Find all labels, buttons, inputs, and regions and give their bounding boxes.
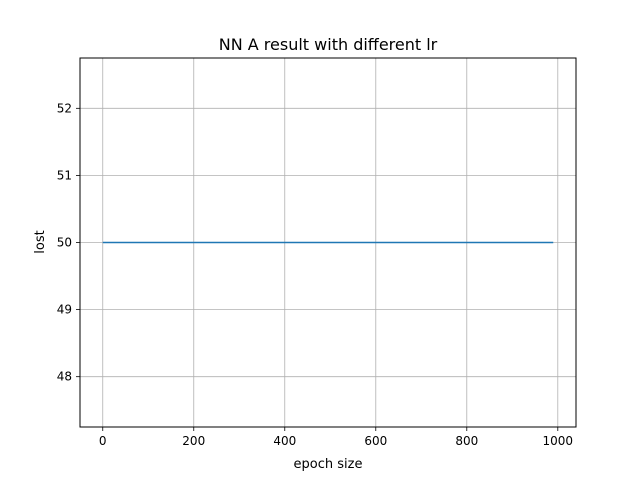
y-tick-label: 49 xyxy=(57,303,72,317)
x-tick-label: 0 xyxy=(99,434,107,448)
y-tick-label: 51 xyxy=(57,168,72,182)
y-tick-label: 48 xyxy=(57,370,72,384)
x-axis-ticks: 0 200 400 600 800 1000 xyxy=(99,427,573,448)
y-tick-label: 52 xyxy=(57,101,72,115)
x-tick-label: 400 xyxy=(273,434,296,448)
y-axis-label: lost xyxy=(33,230,48,253)
chart-title: NN A result with different lr xyxy=(219,35,438,54)
x-tick-label: 200 xyxy=(182,434,205,448)
y-tick-label: 50 xyxy=(57,236,72,250)
x-tick-label: 800 xyxy=(455,434,478,448)
x-tick-label: 600 xyxy=(364,434,387,448)
x-tick-label: 1000 xyxy=(543,434,574,448)
x-axis-label: epoch size xyxy=(294,457,363,472)
y-axis-ticks: 48 49 50 51 52 xyxy=(57,101,80,384)
